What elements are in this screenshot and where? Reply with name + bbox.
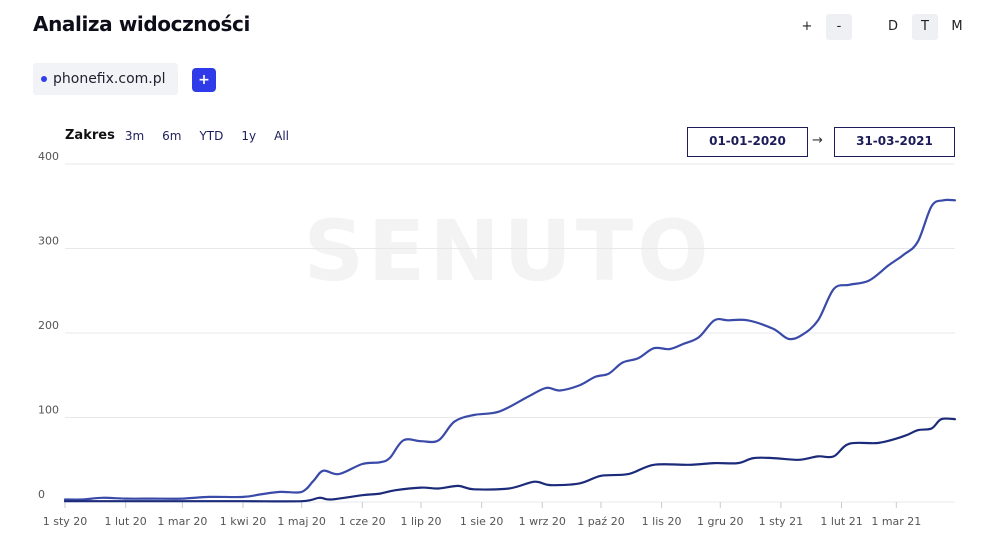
x-tick-label: 1 paź 20 <box>577 515 625 528</box>
x-tick-label: 1 lut 20 <box>104 515 146 528</box>
zoom-in-button[interactable]: + <box>801 19 813 34</box>
visibility-chart: SENUTO 0 100 200 300 400 1 sty 20 1 lut 20 1 m… <box>38 150 957 528</box>
range-6m[interactable]: 6m <box>162 128 182 143</box>
y-tick-label: 0 <box>38 488 45 501</box>
range-1y[interactable]: 1y <box>241 128 257 143</box>
chart-controls: + - D T M <box>794 14 970 40</box>
x-tick-label: 1 mar 20 <box>157 515 207 528</box>
y-tick-label: 400 <box>38 150 59 163</box>
range-3m[interactable]: 3m <box>124 128 145 143</box>
watermark: SENUTO <box>303 202 712 300</box>
y-tick-label: 100 <box>38 404 59 417</box>
range-all[interactable]: All <box>274 128 290 143</box>
x-tick-label: 1 kwi 20 <box>220 515 266 528</box>
period-week-button[interactable]: T <box>912 14 938 40</box>
domain-chip: phonefix.com.pl <box>33 63 178 95</box>
range-selector: Zakres 3m 6m YTD 1y All <box>65 128 289 143</box>
y-tick-label: 200 <box>38 319 59 332</box>
x-tick-label: 1 cze 20 <box>339 515 386 528</box>
domain-name: phonefix.com.pl <box>53 71 166 87</box>
range-label: Zakres <box>65 128 115 143</box>
x-tick-label: 1 lis 20 <box>642 515 682 528</box>
y-tick-label: 300 <box>38 235 59 248</box>
x-tick-label: 1 maj 20 <box>277 515 326 528</box>
x-tick-label: 1 sty 20 <box>43 515 88 528</box>
date-arrow: → <box>812 133 823 148</box>
date-to-input[interactable]: 31-03-2021 <box>834 127 955 157</box>
period-month-button[interactable]: M <box>951 19 963 34</box>
series-line-1 <box>63 198 957 501</box>
x-tick-label: 1 lut 21 <box>820 515 862 528</box>
zoom-out-button[interactable]: - <box>826 14 852 40</box>
y-axis: 0 100 200 300 400 <box>38 150 59 501</box>
page-title: Analiza widoczności <box>33 12 250 36</box>
add-domain-button[interactable]: + <box>192 68 216 92</box>
range-ytd[interactable]: YTD <box>199 128 224 143</box>
date-from-input[interactable]: 01-01-2020 <box>687 127 808 157</box>
x-axis: 1 sty 20 1 lut 20 1 mar 20 1 kwi 20 1 maj 20… <box>43 502 921 528</box>
x-tick-label: 1 wrz 20 <box>519 515 566 528</box>
chart-series <box>63 198 957 503</box>
x-tick-label: 1 lip 20 <box>400 515 441 528</box>
period-day-button[interactable]: D <box>887 19 898 34</box>
x-tick-label: 1 sty 21 <box>759 515 804 528</box>
domain-dot <box>41 76 47 82</box>
x-tick-label: 1 sie 20 <box>460 515 504 528</box>
series-line-2 <box>63 417 957 503</box>
x-tick-label: 1 gru 20 <box>697 515 743 528</box>
x-tick-label: 1 mar 21 <box>871 515 921 528</box>
